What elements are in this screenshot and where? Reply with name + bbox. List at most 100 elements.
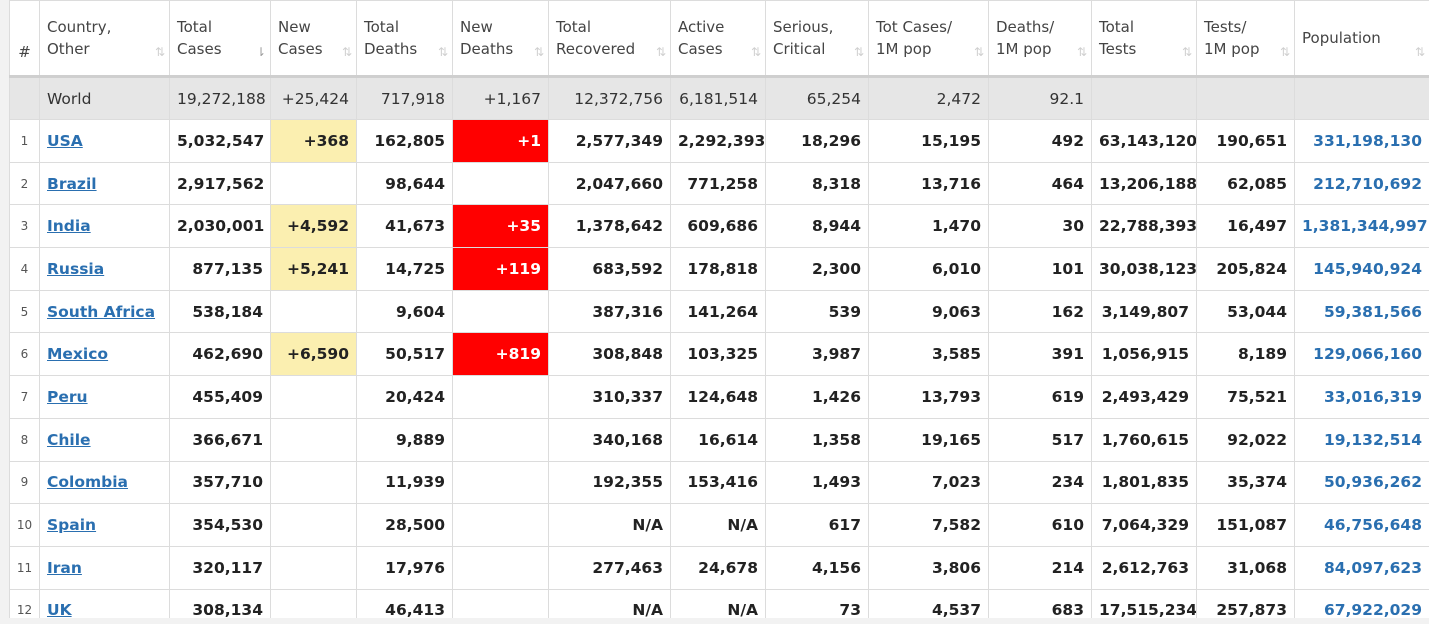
column-header-new-deaths[interactable]: New Deaths ⇅ (452, 0, 549, 78)
cell-population: 331,198,130 (1294, 119, 1429, 163)
cell-tests-per-1m: 16,497 (1196, 204, 1295, 249)
column-header-tests-per-1m[interactable]: Tests/1M pop ⇅ (1196, 0, 1295, 78)
sort-arrows-icon[interactable]: ⇅ (341, 45, 352, 59)
column-header-label: Cases (278, 40, 323, 58)
country-link[interactable]: Chile (47, 430, 91, 449)
column-header-label: Cases (177, 40, 222, 58)
cell-rank: 3 (9, 204, 40, 249)
column-header-label: Cases (678, 40, 723, 58)
cell-total-cases: 462,690 (169, 332, 271, 377)
cell-tests-per-1m (1196, 76, 1295, 120)
country-link[interactable]: Mexico (47, 345, 109, 364)
cell-new-deaths (452, 161, 549, 206)
cell-deaths-per-1m: 92.1 (988, 76, 1092, 120)
sort-arrows-icon[interactable]: ⇅ (437, 45, 448, 59)
cell-total-recovered: 192,355 (548, 460, 671, 505)
column-header-label: Total (556, 18, 592, 36)
cell-deaths-per-1m: 234 (988, 460, 1092, 505)
column-header-deaths-per-1m[interactable]: Deaths/1M pop ⇅ (988, 0, 1092, 78)
cell-total-deaths: 162,805 (356, 119, 453, 163)
country-link[interactable]: Iran (47, 558, 82, 577)
cell-population: 67,922,029 (1294, 588, 1429, 618)
cell-total-recovered: N/A (548, 503, 671, 547)
cell-total-tests: 22,788,393 (1091, 204, 1197, 249)
sort-arrows-icon[interactable]: ⇅ (1414, 45, 1425, 59)
country-link[interactable]: Russia (47, 259, 105, 278)
sort-arrows-icon[interactable]: ⇅ (750, 45, 761, 59)
cell-total-cases: 877,135 (169, 247, 271, 291)
column-header-label: Tests/ (1204, 18, 1247, 36)
column-header-population[interactable]: Population ⇅ (1294, 0, 1429, 78)
cell-active-cases: 609,686 (670, 204, 766, 249)
column-header-active-cases[interactable]: Active Cases ⇅ (670, 0, 766, 78)
cell-total-cases: 2,917,562 (169, 161, 271, 206)
sort-arrows-icon[interactable]: ⇅ (973, 45, 984, 59)
cell-total-recovered: 310,337 (548, 375, 671, 419)
column-header-new-cases[interactable]: New Cases ⇅ (270, 0, 357, 78)
country-link[interactable]: India (47, 217, 91, 236)
sort-arrows-icon[interactable]: ⇅ (533, 45, 544, 59)
cell-new-deaths (452, 588, 549, 618)
country-link[interactable]: South Africa (47, 302, 156, 321)
cell-deaths-per-1m: 391 (988, 332, 1092, 377)
country-link[interactable]: Brazil (47, 174, 97, 193)
column-header-label: Recovered (556, 40, 636, 58)
cell-new-deaths (452, 503, 549, 547)
cell-cases-per-1m: 4,537 (868, 588, 989, 618)
cell-total-recovered: 277,463 (548, 545, 671, 590)
sort-desc-icon[interactable]: ⇂ (255, 45, 266, 59)
country-link[interactable]: Spain (47, 516, 97, 535)
cell-total-deaths: 9,889 (356, 417, 453, 462)
cell-total-cases: 19,272,188 (169, 76, 271, 120)
column-header-label: Deaths (460, 40, 514, 58)
cell-new-deaths: +819 (452, 332, 549, 377)
cell-country: World (39, 76, 170, 120)
cell-population (1294, 76, 1429, 120)
sort-arrows-icon[interactable]: ⇅ (655, 45, 666, 59)
cell-deaths-per-1m: 101 (988, 247, 1092, 291)
cell-country: Peru (39, 375, 170, 419)
country-link[interactable]: UK (47, 601, 72, 618)
column-header-country[interactable]: Country, Other ⇅ (39, 0, 170, 78)
cell-serious-critical: 8,318 (765, 161, 869, 206)
column-header-label: # (18, 43, 31, 61)
sort-arrows-icon[interactable]: ⇅ (1076, 45, 1087, 59)
cell-total-tests: 63,143,120 (1091, 119, 1197, 163)
sort-arrows-icon[interactable]: ⇅ (853, 45, 864, 59)
country-link[interactable]: USA (47, 131, 83, 150)
column-header-total-cases[interactable]: Total Cases ⇂ (169, 0, 271, 78)
cell-active-cases: 103,325 (670, 332, 766, 377)
column-header-total-tests[interactable]: Total Tests ⇅ (1091, 0, 1197, 78)
cell-rank: 12 (9, 588, 40, 618)
cell-tests-per-1m: 62,085 (1196, 161, 1295, 206)
cell-serious-critical: 1,358 (765, 417, 869, 462)
table-row: 4 Russia 877,135 +5,241 14,725 +119 683,592 178… (9, 247, 1429, 291)
column-header-serious-critical[interactable]: Serious, Critical ⇅ (765, 0, 869, 78)
table-row: 9 Colombia 357,710 11,939 192,355 153,416 1,49… (9, 460, 1429, 505)
cell-total-recovered: 2,577,349 (548, 119, 671, 163)
sort-arrows-icon[interactable]: ⇅ (1279, 45, 1290, 59)
cell-active-cases: 6,181,514 (670, 76, 766, 120)
cell-cases-per-1m: 3,806 (868, 545, 989, 590)
country-link[interactable]: Peru (47, 387, 88, 406)
column-header-total-deaths[interactable]: Total Deaths ⇅ (356, 0, 453, 78)
table-body: World 19,272,188 +25,424 717,918 +1,167 12,37… (9, 76, 1429, 618)
column-header-cases-per-1m[interactable]: Tot Cases/1M pop ⇅ (868, 0, 989, 78)
cell-total-deaths: 98,644 (356, 161, 453, 206)
country-link[interactable]: Colombia (47, 473, 129, 492)
cell-cases-per-1m: 6,010 (868, 247, 989, 291)
sort-arrows-icon[interactable]: ⇅ (154, 45, 165, 59)
cell-new-cases: +4,592 (270, 204, 357, 249)
cell-cases-per-1m: 3,585 (868, 332, 989, 377)
cell-country: UK (39, 588, 170, 618)
cell-active-cases: N/A (670, 503, 766, 547)
cell-total-tests: 13,206,188 (1091, 161, 1197, 206)
sort-arrows-icon[interactable]: ⇅ (1181, 45, 1192, 59)
cell-new-deaths (452, 417, 549, 462)
cell-total-cases: 455,409 (169, 375, 271, 419)
column-header-label: Total (177, 18, 213, 36)
table-row: 2 Brazil 2,917,562 98,644 2,047,660 771,258 8,… (9, 161, 1429, 206)
column-header-total-recovered[interactable]: Total Recovered ⇅ (548, 0, 671, 78)
cell-country: Colombia (39, 460, 170, 505)
cell-tests-per-1m: 257,873 (1196, 588, 1295, 618)
